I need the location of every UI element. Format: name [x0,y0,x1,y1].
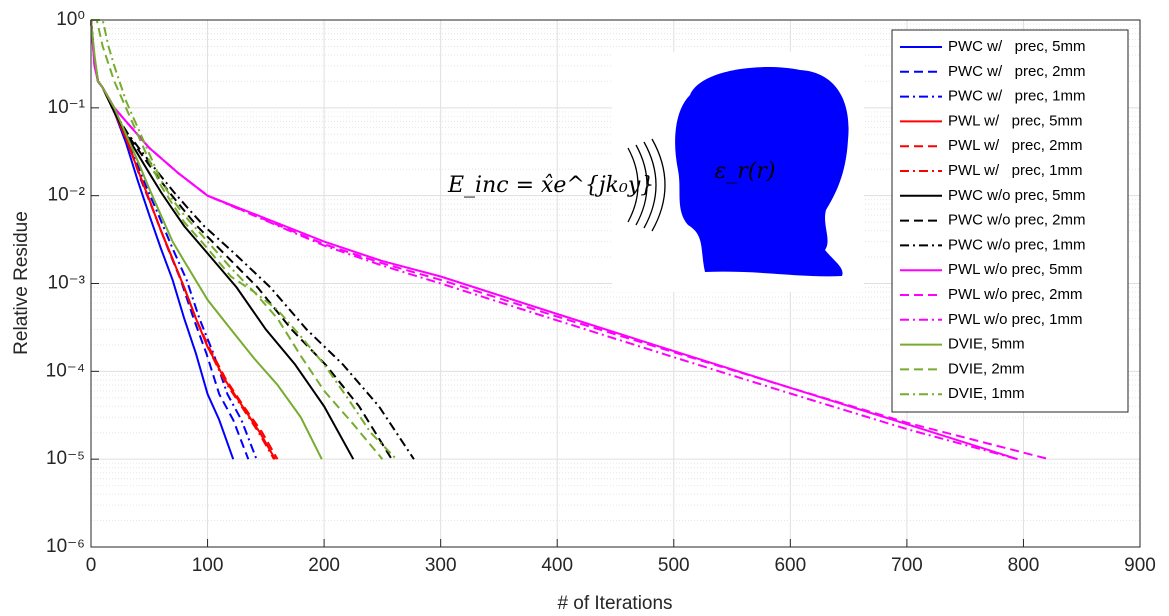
x-tick-label: 700 [891,555,923,576]
x-tick-label: 900 [1124,555,1156,576]
legend-entry: PWC w/ prec, 5mm [948,38,1086,55]
y-tick-label: 10⁰ [56,9,85,30]
series-line [90,19,393,460]
x-tick-label: 200 [308,555,340,576]
x-tick-label: 800 [1008,555,1040,576]
legend-entry: PWL w/ prec, 1mm [948,162,1082,179]
series-line [90,19,323,460]
incident-field-formula: E_inc = x̂e^{jk₀y} [447,173,654,198]
legend-entry: PWC w/ prec, 2mm [948,63,1086,80]
y-tick-label: 10⁻⁶ [46,536,85,557]
legend-entry: PWC w/o prec, 2mm [948,212,1086,229]
series-line [90,19,415,460]
legend-entry: PWL w/o prec, 5mm [948,261,1082,278]
legend-entry: PWL w/ prec, 5mm [948,112,1082,129]
head-model [675,67,849,277]
legend-entry: DVIE, 5mm [948,336,1025,353]
legend-entry: PWC w/ prec, 1mm [948,88,1086,105]
inset-figure: E_inc = x̂e^{jk₀y} ε_r(r) [447,52,864,292]
series-line [90,19,1018,461]
legend-entry: DVIE, 1mm [948,385,1025,402]
permittivity-label: ε_r(r) [714,159,775,184]
legend-entry: PWL w/ prec, 2mm [948,137,1082,154]
legend-entry: DVIE, 2mm [948,360,1025,377]
legend-entry: PWC w/o prec, 5mm [948,187,1086,204]
series-line [91,19,384,460]
y-tick-label: 10⁻⁴ [46,360,85,381]
y-tick-label: 10⁻⁵ [46,448,85,469]
x-tick-label: 0 [86,555,97,576]
x-tick-label: 400 [541,555,573,576]
y-tick-label: 10⁻³ [48,273,86,294]
legend-entry: PWL w/o prec, 2mm [948,286,1082,303]
x-tick-label: 600 [774,555,806,576]
x-axis-label: # of Iterations [557,593,672,614]
x-tick-label: 300 [425,555,457,576]
x-tick-label: 500 [658,555,690,576]
y-tick-label: 10⁻² [48,185,86,206]
wave-arcs [627,138,666,232]
x-tick-label: 100 [192,555,224,576]
y-tick-label: 10⁻¹ [48,97,86,118]
legend-entry: PWL w/o prec, 1mm [948,311,1082,328]
series-line [90,19,279,460]
y-axis-label: Relative Residue [11,211,32,355]
legend-entry: PWC w/o prec, 1mm [948,236,1086,253]
series-line [91,19,398,460]
